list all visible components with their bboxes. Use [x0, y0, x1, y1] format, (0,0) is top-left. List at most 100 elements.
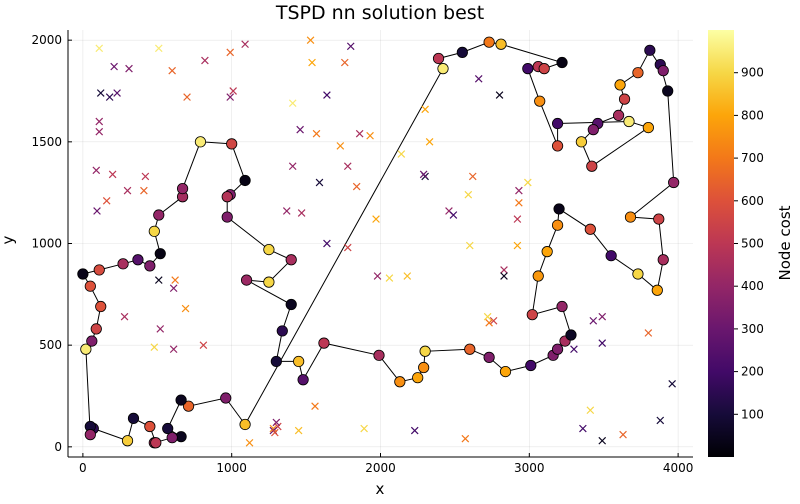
tour-node-marker — [623, 115, 635, 128]
tour-node-marker — [144, 420, 156, 433]
unvisited-node-marker — [589, 316, 598, 325]
tour-node-marker — [220, 392, 232, 404]
tour-node-marker — [553, 203, 565, 215]
unvisited-node-marker — [168, 66, 176, 75]
unvisited-node-marker — [169, 284, 178, 293]
tour-node-marker — [93, 264, 105, 276]
tour-node-marker — [657, 254, 669, 266]
tour-node-marker — [148, 225, 160, 237]
tour-node-marker — [651, 284, 663, 296]
unvisited-node-marker — [372, 215, 380, 223]
tour-node-marker — [154, 248, 166, 260]
unvisited-node-marker — [385, 274, 394, 282]
tour-node-marker — [270, 355, 282, 368]
colorbar-tick-label: 200 — [741, 365, 764, 379]
tour-node-marker — [662, 85, 674, 97]
unvisited-node-marker — [570, 345, 578, 354]
unvisited-node-marker — [515, 199, 523, 207]
tour-node-marker — [132, 254, 144, 266]
unvisited-node-marker — [226, 48, 235, 57]
unvisited-node-marker — [485, 318, 493, 327]
tour-node-marker — [285, 254, 297, 266]
unvisited-node-marker — [113, 89, 121, 97]
tour-node-marker — [584, 223, 596, 235]
tour-node-marker — [612, 109, 625, 122]
y-axis-ticks: 0 500 1000 1500 2000 — [31, 33, 72, 454]
tour-node-marker — [614, 79, 626, 91]
tour-node-marker — [556, 300, 568, 313]
unvisited-node-marker — [410, 426, 419, 435]
tour-node-marker — [495, 38, 507, 50]
unvisited-node-marker — [181, 304, 190, 313]
unvisited-node-marker — [397, 150, 406, 158]
unvisited-node-marker — [340, 58, 349, 67]
unvisited-node-marker — [306, 36, 315, 44]
unvisited-node-marker — [120, 312, 129, 321]
tour-node-marker — [483, 351, 495, 363]
unvisited-node-marker — [360, 424, 368, 433]
unvisited-node-marker — [598, 312, 607, 321]
unvisited-node-marker — [183, 93, 191, 101]
unvisited-node-marker — [500, 266, 508, 274]
unvisited-node-marker — [366, 131, 374, 140]
y-axis-label: y — [0, 235, 17, 244]
unvisited-node-marker — [336, 142, 345, 150]
colorbar-gradient — [708, 30, 734, 457]
unvisited-node-marker — [656, 416, 665, 425]
unvisited-node-marker — [352, 182, 361, 191]
colorbar-label: Node cost — [776, 205, 794, 280]
chart-title: TSPD nn solution best — [275, 2, 484, 24]
tour-node-marker — [419, 345, 431, 357]
y-tick-label: 1000 — [31, 237, 62, 251]
colorbar-tick-label: 700 — [741, 151, 764, 165]
unvisited-node-marker — [92, 166, 101, 175]
tour-node-marker — [624, 211, 637, 223]
tour-node-marker — [117, 258, 129, 270]
tour-node-marker — [293, 355, 305, 368]
unvisited-node-marker — [95, 117, 104, 126]
tour-node-marker — [632, 268, 644, 280]
x-tick-label: 3000 — [514, 461, 545, 475]
unvisited-node-marker — [323, 239, 331, 248]
tour-node-marker — [263, 276, 275, 288]
tour-node-marker — [499, 365, 512, 378]
unvisited-node-marker — [282, 207, 291, 215]
tour-node-marker — [90, 323, 102, 335]
unvisited-node-marker — [150, 343, 159, 352]
unvisited-node-marker — [123, 186, 132, 195]
tour-node-marker — [176, 183, 189, 195]
tour-node-marker — [84, 429, 96, 441]
tour-node-marker — [412, 372, 424, 384]
tour-node-marker — [605, 250, 617, 262]
unvisited-node-marker — [199, 341, 208, 349]
tour-node-marker — [162, 422, 174, 435]
unvisited-node-marker — [229, 87, 238, 95]
tour-node-marker — [657, 65, 669, 77]
colorbar-tick-label: 900 — [741, 66, 764, 80]
x-tick-label: 0 — [79, 461, 87, 475]
tour-node-marker — [95, 300, 107, 313]
unvisited-node-marker — [523, 178, 532, 187]
tour-node-marker — [534, 95, 546, 107]
unvisited-node-marker — [343, 162, 352, 171]
y-tick-label: 0 — [54, 440, 62, 454]
tour-node-marker — [127, 412, 140, 424]
tour-node-marker — [285, 298, 297, 311]
tour-node-marker — [642, 122, 654, 134]
colorbar-tick-label: 400 — [741, 279, 764, 293]
tour-node-marker — [194, 136, 207, 148]
tour-node-marker — [556, 56, 568, 69]
unvisited-node-marker — [156, 325, 165, 333]
tour-node-marker — [551, 117, 564, 130]
unvisited-node-marker — [272, 418, 281, 427]
tour-node-marker — [525, 359, 537, 372]
unvisited-node-marker — [288, 162, 297, 171]
unvisited-node-marker — [288, 99, 297, 108]
tour-node-marker — [668, 176, 680, 189]
tour-node-marker — [575, 136, 587, 148]
unvisited-node-marker — [425, 138, 434, 146]
unvisited-node-marker — [296, 125, 304, 134]
tour-node-marker — [239, 174, 251, 187]
unvisited-node-marker — [323, 91, 331, 99]
